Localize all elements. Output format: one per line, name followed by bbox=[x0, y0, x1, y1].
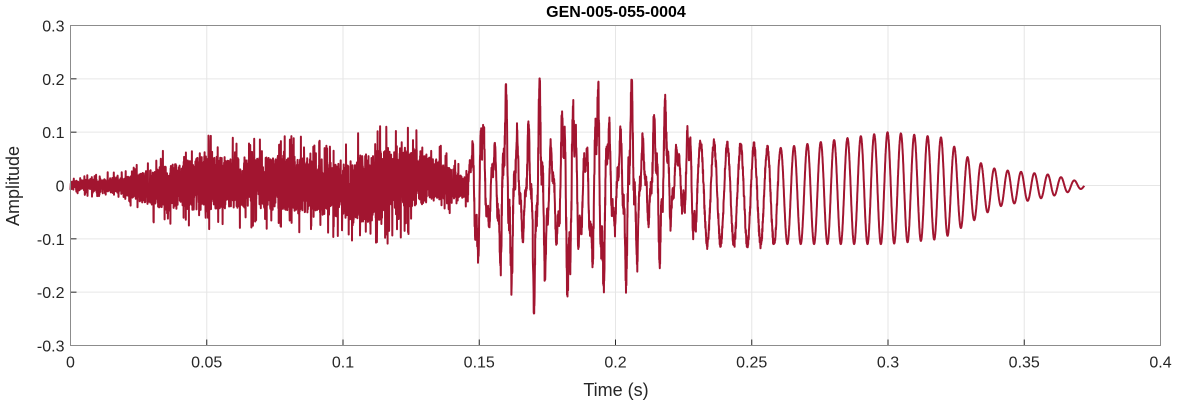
x-tick-label: 0.3 bbox=[877, 355, 899, 372]
x-tick-label: 0.1 bbox=[332, 355, 354, 372]
x-tick-label: 0 bbox=[66, 355, 75, 372]
x-tick-label: 0.2 bbox=[604, 355, 626, 372]
x-tick-label: 0.4 bbox=[1149, 355, 1171, 372]
y-axis-label: Amplitude bbox=[3, 146, 23, 226]
x-axis-label: Time (s) bbox=[583, 380, 648, 400]
plot-area-border bbox=[70, 25, 1161, 346]
x-tick-label: 0.35 bbox=[1009, 355, 1040, 372]
y-tick-label: -0.1 bbox=[37, 232, 65, 249]
series-line bbox=[69, 77, 1086, 315]
y-tick-label: 0.3 bbox=[42, 19, 64, 36]
y-tick-label: -0.3 bbox=[37, 339, 65, 356]
y-tick-label: 0.1 bbox=[42, 125, 64, 142]
y-tick-label: 0.2 bbox=[42, 72, 64, 89]
y-tick-label: 0 bbox=[56, 179, 65, 196]
y-tick-label: -0.2 bbox=[37, 285, 65, 302]
x-tick-label: 0.05 bbox=[191, 355, 222, 372]
chart-title: GEN-005-055-0004 bbox=[546, 4, 686, 21]
x-tick-label: 0.25 bbox=[736, 355, 767, 372]
y-axis: -0.3 -0.2 -0.1 0 0.1 0.2 0.3 bbox=[37, 19, 77, 356]
x-tick-label: 0.15 bbox=[464, 355, 495, 372]
x-axis: 0 0.05 0.1 0.15 0.2 0.25 0.3 0.35 0.4 bbox=[66, 339, 1172, 372]
